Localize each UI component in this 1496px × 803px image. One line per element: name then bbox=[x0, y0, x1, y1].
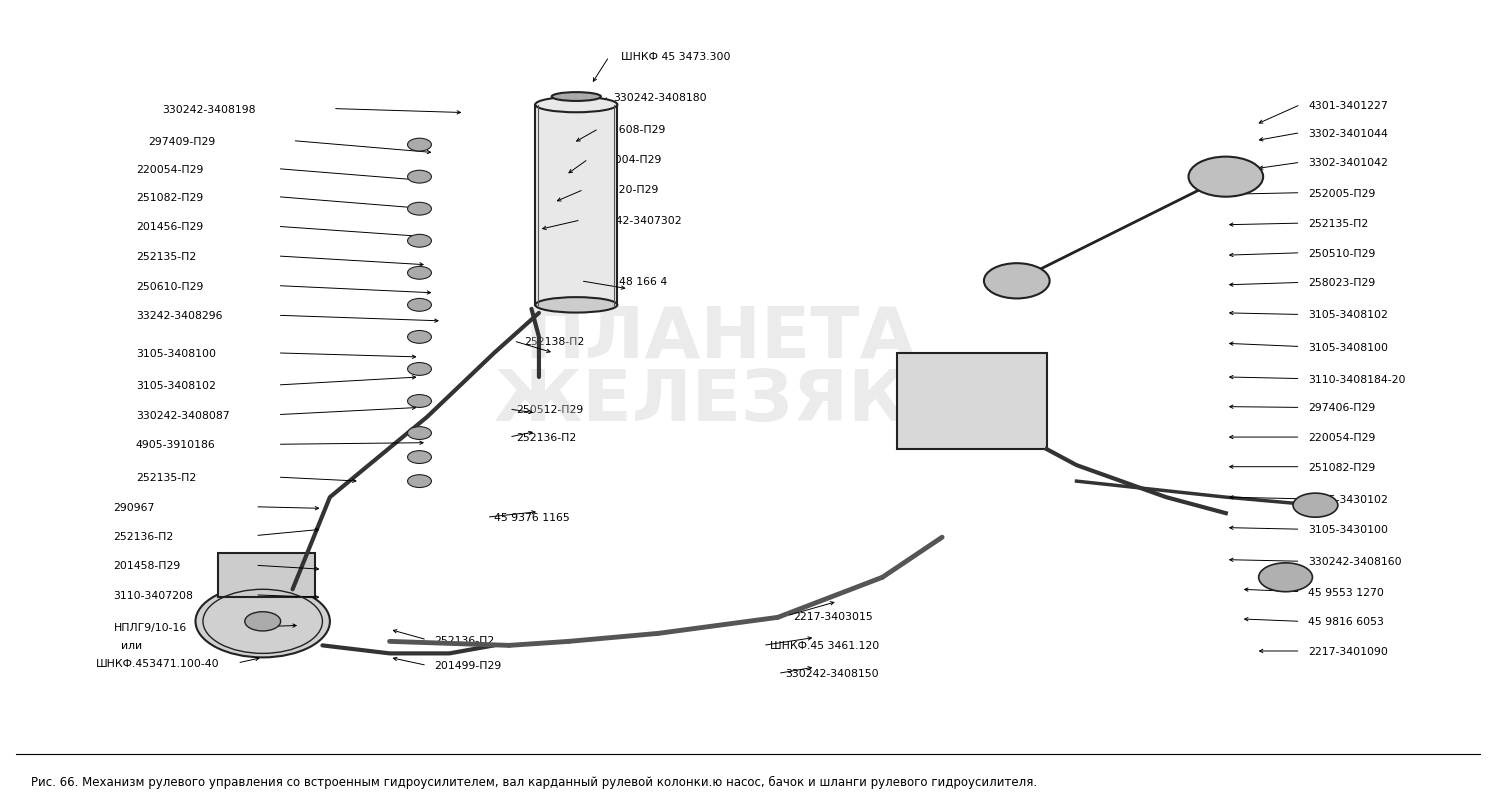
Text: НПЛГ9/10-16: НПЛГ9/10-16 bbox=[114, 622, 187, 632]
Text: 250510-П29: 250510-П29 bbox=[1308, 248, 1375, 259]
Circle shape bbox=[407, 203, 431, 216]
Circle shape bbox=[407, 139, 431, 152]
Text: ЖЕЛЕЗЯКА: ЖЕЛЕЗЯКА bbox=[494, 367, 963, 436]
Circle shape bbox=[1293, 494, 1337, 517]
Text: 3105-3430100: 3105-3430100 bbox=[1308, 524, 1388, 535]
Circle shape bbox=[407, 395, 431, 408]
Text: 330242-3408087: 330242-3408087 bbox=[136, 410, 229, 420]
Text: 330242-3407302: 330242-3407302 bbox=[588, 216, 682, 226]
Circle shape bbox=[196, 585, 331, 658]
Bar bbox=[898, 353, 1047, 450]
Text: Рис. 66. Механизм рулевого управления со встроенным гидроусилителем, вал карданн: Рис. 66. Механизм рулевого управления со… bbox=[31, 775, 1037, 789]
Text: 252135-П2: 252135-П2 bbox=[1308, 219, 1369, 229]
Circle shape bbox=[407, 235, 431, 248]
Ellipse shape bbox=[536, 298, 618, 313]
Circle shape bbox=[1258, 563, 1312, 592]
Text: 297409-П29: 297409-П29 bbox=[148, 137, 215, 146]
Circle shape bbox=[407, 331, 431, 344]
Text: 290967: 290967 bbox=[114, 502, 154, 512]
Text: 3105-3430102: 3105-3430102 bbox=[1308, 494, 1388, 504]
Text: 330242-3408180: 330242-3408180 bbox=[613, 92, 708, 103]
Text: 4301-3401227: 4301-3401227 bbox=[1308, 100, 1388, 110]
Circle shape bbox=[1188, 157, 1263, 198]
Text: 330242-3408150: 330242-3408150 bbox=[785, 669, 880, 679]
Text: 330242-3408198: 330242-3408198 bbox=[163, 104, 256, 114]
Ellipse shape bbox=[536, 98, 618, 113]
Text: 258023-П29: 258023-П29 bbox=[1308, 278, 1375, 288]
Text: 3105-3408100: 3105-3408100 bbox=[136, 349, 215, 358]
Text: 252138-П2: 252138-П2 bbox=[524, 336, 585, 346]
Text: 45 9553 1270: 45 9553 1270 bbox=[1308, 587, 1384, 597]
Text: 252136-П2: 252136-П2 bbox=[114, 531, 174, 541]
Bar bbox=[536, 105, 618, 305]
Text: 3110-3408184-20: 3110-3408184-20 bbox=[1308, 374, 1405, 384]
Circle shape bbox=[407, 427, 431, 440]
Text: ШНКФ.453471.100-40: ШНКФ.453471.100-40 bbox=[96, 658, 218, 668]
Text: ШНКФ 45 3473.300: ШНКФ 45 3473.300 bbox=[621, 52, 730, 63]
Text: 297406-П29: 297406-П29 bbox=[1308, 403, 1375, 413]
Text: 220054-П29: 220054-П29 bbox=[1308, 433, 1375, 442]
Text: 252135-П2: 252135-П2 bbox=[136, 251, 196, 262]
Circle shape bbox=[984, 264, 1050, 299]
Text: 3105-3408100: 3105-3408100 bbox=[1308, 342, 1388, 352]
Text: 33242-3408296: 33242-3408296 bbox=[136, 311, 223, 321]
Text: 252136-П2: 252136-П2 bbox=[516, 433, 577, 442]
Text: 45 9348 166 4: 45 9348 166 4 bbox=[588, 276, 667, 287]
Text: 45 9376 1165: 45 9376 1165 bbox=[494, 512, 570, 523]
Text: 3302-3401044: 3302-3401044 bbox=[1308, 128, 1388, 138]
Circle shape bbox=[245, 612, 281, 631]
Text: 330242-3408160: 330242-3408160 bbox=[1308, 556, 1402, 567]
Bar bbox=[218, 553, 316, 597]
Text: 250610-П29: 250610-П29 bbox=[136, 281, 203, 291]
Text: ПЛАНЕТА: ПЛАНЕТА bbox=[524, 303, 916, 372]
Text: 3302-3401042: 3302-3401042 bbox=[1308, 158, 1388, 168]
Text: 2217-3403015: 2217-3403015 bbox=[793, 611, 872, 621]
Text: 252136-П2: 252136-П2 bbox=[434, 635, 495, 645]
Text: 3105-3408102: 3105-3408102 bbox=[136, 381, 215, 390]
Text: 252005-П29: 252005-П29 bbox=[1308, 189, 1375, 198]
Text: 250512-П29: 250512-П29 bbox=[516, 405, 583, 414]
Ellipse shape bbox=[552, 93, 601, 102]
Text: 250608-П29: 250608-П29 bbox=[598, 124, 666, 134]
Text: 252004-П29: 252004-П29 bbox=[594, 155, 661, 165]
Text: 252135-П2: 252135-П2 bbox=[136, 472, 196, 483]
Text: 201458-П29: 201458-П29 bbox=[114, 560, 181, 571]
Text: 3105-3408102: 3105-3408102 bbox=[1308, 310, 1388, 320]
Circle shape bbox=[407, 267, 431, 280]
Text: или: или bbox=[121, 641, 142, 650]
Text: 45 9816 6053: 45 9816 6053 bbox=[1308, 617, 1384, 626]
Text: ШНКФ.45 3461.120: ШНКФ.45 3461.120 bbox=[770, 641, 880, 650]
Circle shape bbox=[407, 363, 431, 376]
Text: 220054-П29: 220054-П29 bbox=[136, 165, 203, 174]
Circle shape bbox=[407, 475, 431, 488]
Circle shape bbox=[407, 299, 431, 312]
Text: 201420-П29: 201420-П29 bbox=[591, 185, 658, 195]
Text: 4905-3910186: 4905-3910186 bbox=[136, 440, 215, 450]
Circle shape bbox=[407, 451, 431, 464]
Text: 2217-3401090: 2217-3401090 bbox=[1308, 646, 1388, 656]
Text: 251082-П29: 251082-П29 bbox=[1308, 462, 1375, 472]
Text: 3110-3407208: 3110-3407208 bbox=[114, 590, 193, 600]
Text: 251082-П29: 251082-П29 bbox=[136, 193, 203, 202]
Text: 201499-П29: 201499-П29 bbox=[434, 661, 501, 671]
Circle shape bbox=[407, 171, 431, 184]
Text: 201456-П29: 201456-П29 bbox=[136, 222, 203, 232]
